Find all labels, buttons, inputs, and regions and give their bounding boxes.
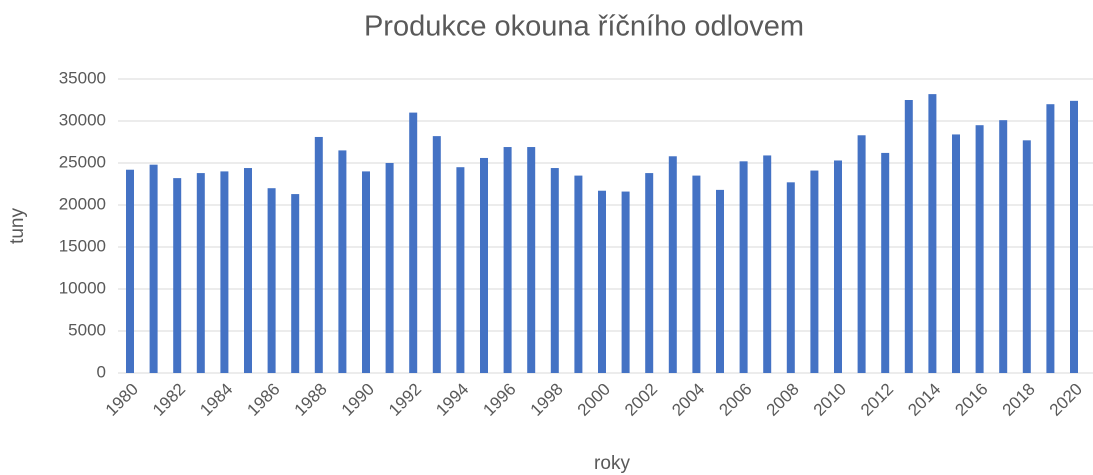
y-axis-title: tuny — [7, 208, 28, 244]
x-tick-label: 1994 — [432, 380, 472, 420]
y-tick-label: 35000 — [59, 68, 106, 87]
bar — [810, 170, 819, 373]
bar — [692, 175, 701, 373]
x-tick-label: 1984 — [196, 380, 236, 420]
chart-title: Produkce okouna říčního odlovem — [364, 11, 804, 43]
bar — [432, 136, 441, 373]
bar — [314, 136, 323, 373]
bar — [834, 160, 842, 373]
x-tick-label: 1986 — [243, 380, 283, 420]
bar — [1046, 104, 1055, 373]
bar — [1022, 140, 1031, 373]
bar — [456, 167, 465, 373]
y-tick-label: 10000 — [59, 278, 106, 297]
x-tick-label: 1980 — [102, 380, 142, 420]
bar — [668, 156, 677, 373]
x-tick-label: 1988 — [291, 380, 331, 420]
x-tick-label: 2010 — [810, 380, 850, 420]
bar — [598, 190, 606, 373]
bar — [928, 94, 937, 374]
y-tick-label: 5000 — [68, 320, 106, 339]
x-tick-label: 2020 — [1046, 380, 1086, 420]
bar — [527, 147, 536, 373]
bar — [196, 173, 205, 373]
y-tick-label: 15000 — [59, 236, 106, 255]
x-tick-label: 1992 — [385, 380, 425, 420]
x-tick-label: 2014 — [904, 380, 944, 420]
bar — [220, 171, 229, 373]
bar — [621, 191, 630, 373]
bar — [716, 189, 724, 373]
bar — [904, 100, 913, 373]
bar — [763, 155, 772, 373]
x-tick-label: 2004 — [668, 380, 708, 420]
bar — [881, 152, 890, 373]
x-axis-title: roky — [594, 453, 630, 474]
x-tick-label: 2018 — [999, 380, 1039, 420]
y-tick-label: 25000 — [59, 152, 106, 171]
x-tick-label: 2002 — [621, 380, 661, 420]
bar — [244, 168, 252, 373]
bar — [550, 168, 559, 373]
y-tick-label: 30000 — [59, 110, 106, 129]
bar — [126, 169, 134, 373]
bar — [480, 157, 488, 373]
bar — [362, 171, 370, 373]
bar — [786, 182, 795, 373]
bar — [291, 194, 300, 373]
x-tick-label: 2012 — [857, 380, 897, 420]
y-tick-label: 0 — [97, 362, 106, 381]
bar — [645, 173, 654, 373]
bar — [149, 164, 158, 373]
bar — [503, 147, 512, 373]
bar — [409, 112, 418, 373]
x-tick-label: 2000 — [574, 380, 614, 420]
bar — [1070, 100, 1078, 373]
x-tick-label: 1996 — [479, 380, 519, 420]
bar — [952, 134, 960, 373]
bar — [574, 175, 583, 373]
x-tick-label: 2008 — [763, 380, 803, 420]
bar — [857, 135, 866, 373]
y-tick-label: 20000 — [59, 194, 106, 213]
bar — [338, 150, 347, 373]
x-tick-label: 1998 — [527, 380, 567, 420]
bar — [173, 178, 182, 373]
bar — [267, 188, 276, 373]
x-tick-label: 1982 — [149, 380, 189, 420]
bar — [385, 163, 394, 373]
bar — [975, 125, 984, 373]
bar — [739, 161, 748, 373]
x-tick-label: 2006 — [715, 380, 755, 420]
x-tick-label: 2016 — [951, 380, 991, 420]
x-tick-label: 1990 — [338, 380, 378, 420]
bar — [999, 120, 1008, 373]
